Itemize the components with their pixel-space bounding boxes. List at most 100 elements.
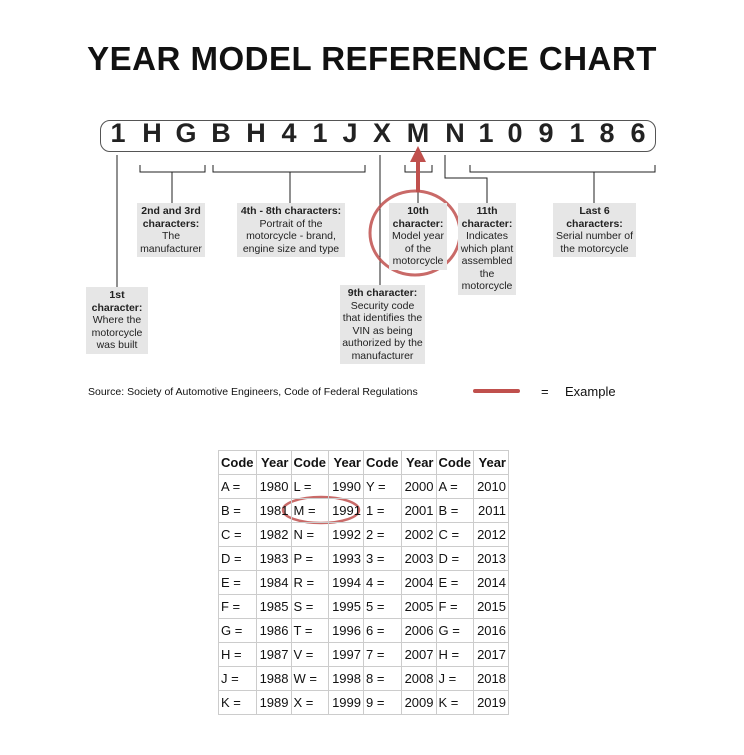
year-cell: 1980 [255,474,292,499]
page-title: YEAR MODEL REFERENCE CHART [87,40,657,77]
header-year: Year [400,450,437,475]
code-cell: 1 = [363,498,402,523]
code-cell: L = [290,474,329,499]
code-cell: S = [290,594,329,619]
code-cell: 5 = [363,594,402,619]
header-code: Code [435,450,474,475]
code-cell: 2 = [363,522,402,547]
code-cell: 6 = [363,618,402,643]
header-year: Year [328,450,364,475]
code-cell: B = [218,498,257,523]
vin-character: 6 [630,118,646,148]
code-cell: N = [290,522,329,547]
year-cell: 1998 [328,666,364,691]
source-note: Source: Society of Automotive Engineers,… [88,386,418,398]
year-cell: 1989 [255,690,292,715]
year-cell: 2014 [473,570,509,595]
year-cell: 1997 [328,642,364,667]
header-year: Year [255,450,292,475]
vin-character: 9 [538,118,554,148]
table-row: C = 1982 N = 1992 2 = 2002 C = 2012 [218,522,509,547]
year-cell: 2013 [473,546,509,571]
header-code: Code [218,450,257,475]
code-cell: F = [218,594,257,619]
year-cell: 2017 [473,642,509,667]
year-cell: 1986 [255,618,292,643]
header-code: Code [363,450,402,475]
vin-character: N [445,118,465,148]
code-cell: F = [435,594,474,619]
year-cell: 2018 [473,666,509,691]
vin-character: 1 [312,118,328,148]
code-cell: C = [435,522,474,547]
legend-label: Example [565,384,616,399]
year-cell: 2012 [473,522,509,547]
code-cell: G = [435,618,474,643]
table-row: D = 1983 P = 1993 3 = 2003 D = 2013 [218,546,509,571]
table-row: G = 1986 T = 1996 6 = 2006 G = 2016 [218,618,509,643]
year-cell: 2003 [400,546,437,571]
year-cell: 1990 [328,474,364,499]
year-cell: 1982 [255,522,292,547]
header-year: Year [473,450,509,475]
vin-character: 4 [281,118,297,148]
code-cell: Y = [363,474,402,499]
code-cell: X = [290,690,329,715]
header-code: Code [290,450,329,475]
code-cell: P = [290,546,329,571]
label-4th-8th: 4th - 8th characters: Portrait of the mot… [237,203,345,257]
year-cell: 2009 [400,690,437,715]
year-cell: 2005 [400,594,437,619]
code-cell: W = [290,666,329,691]
year-cell: 2015 [473,594,509,619]
code-cell: E = [435,570,474,595]
code-cell: H = [435,642,474,667]
code-cell: G = [218,618,257,643]
table-row: J = 1988 W = 1998 8 = 2008 J = 2018 [218,666,509,691]
year-cell: 2019 [473,690,509,715]
arrow-head-icon [410,146,426,162]
year-cell: 1992 [328,522,364,547]
vin-character: M [406,118,430,148]
table-row: E = 1984 R = 1994 4 = 2004 E = 2014 [218,570,509,595]
code-cell: K = [435,690,474,715]
code-cell: M = [290,498,329,523]
year-cell: 1994 [328,570,364,595]
bracket-4th-8th [212,165,366,203]
code-cell: 4 = [363,570,402,595]
code-cell: A = [435,474,474,499]
code-cell: J = [218,666,257,691]
code-cell: B = [435,498,474,523]
vin-character: H [142,118,162,148]
code-cell: K = [218,690,257,715]
year-cell: 2007 [400,642,437,667]
year-cell: 2004 [400,570,437,595]
code-cell: J = [435,666,474,691]
code-cell: V = [290,642,329,667]
year-cell: 1988 [255,666,292,691]
vin-character: B [211,118,231,148]
year-cell: 1987 [255,642,292,667]
code-cell: 8 = [363,666,402,691]
code-cell: C = [218,522,257,547]
table-row: K = 1989 X = 1999 9 = 2009 K = 2019 [218,690,509,715]
year-cell: 2002 [400,522,437,547]
label-last6: Last 6 characters: Serial number of the m… [553,203,636,257]
code-cell: 9 = [363,690,402,715]
legend-equals: = [541,384,549,399]
label-9th: 9th character: Security code that identif… [340,285,425,364]
code-cell: T = [290,618,329,643]
bracket-11th [444,155,488,203]
vin-character: 1 [478,118,494,148]
year-code-table: Code Year Code Year Code Year Code Year A = 1980 L… [218,450,509,715]
label-2nd-3rd: 2nd and 3rd characters: The manufacturer [137,203,205,257]
vin-box [100,120,656,152]
year-cell: 2011 [473,498,509,523]
year-cell: 1984 [255,570,292,595]
table-row: F = 1985 S = 1995 5 = 2005 F = 2015 [218,594,509,619]
bracket-last6 [469,165,656,203]
code-cell: D = [435,546,474,571]
vin-character: 0 [507,118,523,148]
